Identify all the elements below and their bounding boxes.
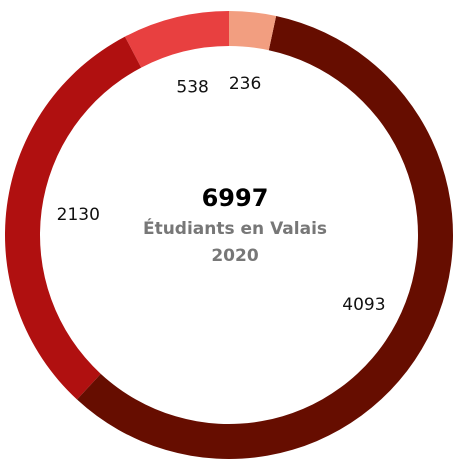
chart-title: Étudiants en Valais <box>143 217 327 239</box>
slice <box>5 36 142 400</box>
value-label: 538 <box>176 77 208 97</box>
chart-subtitle: 2020 <box>211 246 258 266</box>
value-label: 2130 <box>57 205 100 225</box>
slice <box>229 11 277 51</box>
slice <box>77 16 453 459</box>
total: 6997 <box>202 184 269 212</box>
value-label: 4093 <box>342 295 385 315</box>
value-label: 236 <box>229 74 261 94</box>
slice <box>124 11 229 68</box>
